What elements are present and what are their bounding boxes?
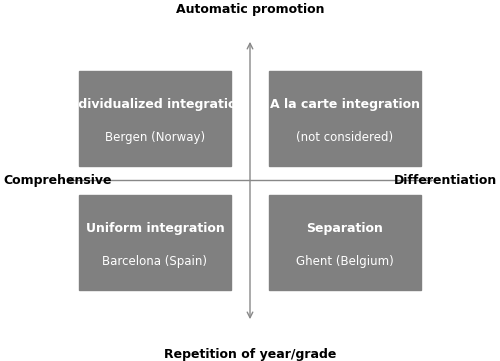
Text: Automatic promotion: Automatic promotion [176, 3, 324, 16]
Text: Separation: Separation [306, 222, 384, 235]
Text: Barcelona (Spain): Barcelona (Spain) [102, 255, 208, 268]
Text: Differentiation: Differentiation [394, 174, 497, 187]
Text: Bergen (Norway): Bergen (Norway) [105, 131, 205, 144]
Text: A la carte integration: A la carte integration [270, 97, 420, 110]
Text: (not considered): (not considered) [296, 131, 394, 144]
Text: Uniform integration: Uniform integration [86, 222, 224, 235]
FancyBboxPatch shape [79, 195, 231, 290]
FancyBboxPatch shape [269, 71, 421, 166]
FancyBboxPatch shape [269, 195, 421, 290]
Text: Repetition of year/grade: Repetition of year/grade [164, 348, 336, 361]
FancyBboxPatch shape [79, 71, 231, 166]
Text: Comprehensive: Comprehensive [3, 174, 112, 187]
Text: Individualized integration: Individualized integration [65, 97, 245, 110]
Text: Ghent (Belgium): Ghent (Belgium) [296, 255, 394, 268]
